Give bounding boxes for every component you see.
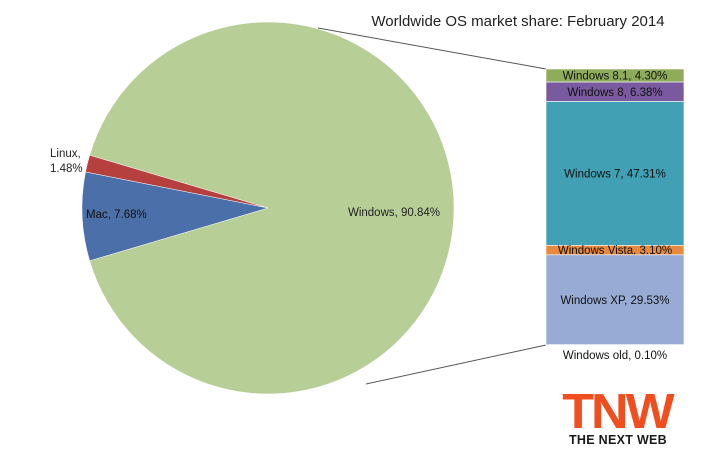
- tnw-logo: TNW THE NEXT WEB: [562, 383, 678, 447]
- slice-label-linux-line1: Linux,: [50, 148, 81, 160]
- tnw-logo-wordmark: THE NEXT WEB: [569, 433, 667, 447]
- breakdown-segment-2[interactable]: [545, 101, 685, 246]
- tnw-logo-mark: TNW: [562, 383, 675, 439]
- pie: [81, 21, 455, 395]
- slice-label-windows: Windows, 90.84%: [348, 207, 440, 219]
- pie-slice-mac[interactable]: [81, 171, 269, 262]
- breakdown-segment-4[interactable]: [545, 254, 685, 345]
- breakdown-label-3: Windows Vista, 3.10%: [558, 245, 672, 257]
- slice-label-linux-line2: 1.48%: [50, 163, 83, 175]
- pie-slice-windows[interactable]: [89, 21, 455, 395]
- breakdown-label-0: Windows 8.1, 4.30%: [563, 71, 668, 83]
- breakdown-label-5: Windows old, 0.10%: [563, 350, 667, 362]
- connector-line-bottom: [365, 344, 547, 385]
- breakdown-label-1: Windows 8, 6.38%: [567, 87, 662, 99]
- breakdown-bar: Windows 8.1, 4.30% Windows 8, 6.38% Window…: [545, 68, 685, 362]
- connector-line-top: [317, 27, 547, 70]
- slice-label-mac: Mac, 7.68%: [86, 209, 147, 221]
- breakdown-label-2: Windows 7, 47.31%: [564, 168, 666, 180]
- breakdown-label-4: Windows XP, 29.53%: [560, 295, 669, 307]
- chart-title: Worldwide OS market share: February 2014: [371, 13, 664, 30]
